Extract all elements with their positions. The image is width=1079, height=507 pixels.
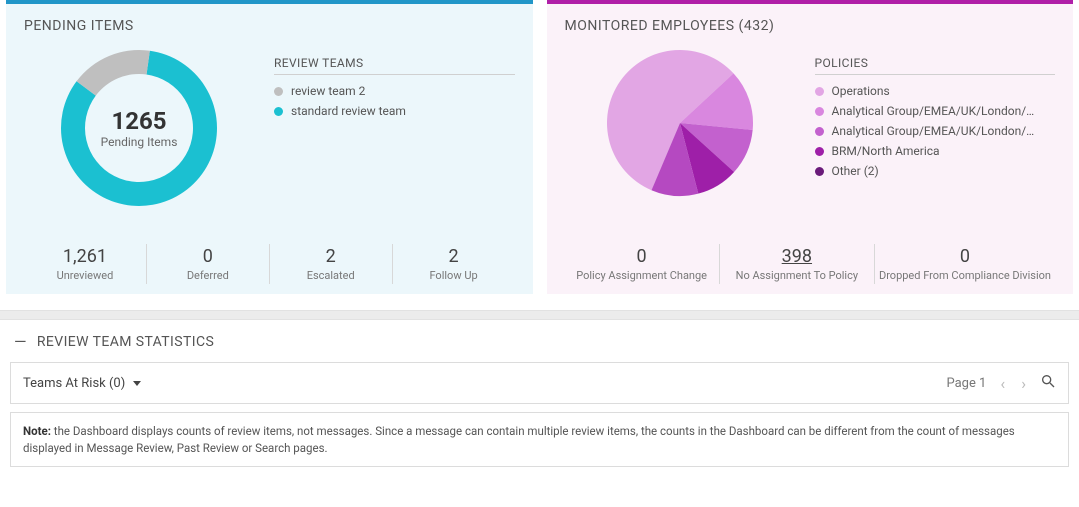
stat-label: Policy Assignment Change [569,269,715,282]
stat-label: Follow Up [397,269,511,282]
legend-label: standard review team [291,104,406,118]
legend-label: Analytical Group/EMEA/UK/London/… [832,124,1035,138]
legend-dot-icon [815,147,824,156]
monitored-stat[interactable]: 398 No Assignment To Policy [719,244,874,284]
note-bold: Note: [23,424,51,438]
legend-label: Operations [832,84,890,98]
stat-label: Dropped From Compliance Division [879,269,1051,282]
prev-page-button[interactable]: ‹ [998,374,1007,393]
legend-label: BRM/North America [832,144,940,158]
pending-items-title: PENDING ITEMS [24,18,515,34]
stat-value: 398 [724,246,870,267]
legend-label: Other (2) [832,164,879,178]
legend-label: review team 2 [291,84,365,98]
legend-dot-icon [815,127,824,136]
monitored-employees-card: MONITORED EMPLOYEES (432) POLICIES Opera… [547,0,1074,294]
pending-items-card: PENDING ITEMS 1265 Pending Items REVIEW … [6,0,533,294]
policy-legend-item[interactable]: BRM/North America [815,141,1056,161]
teams-at-risk-label: Teams At Risk (0) [23,376,125,391]
monitored-stat: 0 Dropped From Compliance Division [874,244,1055,284]
stat-value: 2 [397,246,511,267]
legend-dot-icon [274,87,283,96]
pending-stat: 0 Deferred [146,244,269,284]
legend-dot-icon [815,167,824,176]
review-team-statistics-title: REVIEW TEAM STATISTICS [37,334,214,350]
policy-legend-item[interactable]: Other (2) [815,161,1056,181]
stat-label: Escalated [274,269,388,282]
stat-value: 0 [151,246,265,267]
dashboard-note: Note: the Dashboard displays counts of r… [10,412,1069,467]
legend-dot-icon [815,107,824,116]
review-team-legend-item[interactable]: review team 2 [274,81,515,101]
stat-value: 0 [569,246,715,267]
policies-legend-title: POLICIES [815,56,1056,75]
legend-dot-icon [815,87,824,96]
stat-label: No Assignment To Policy [724,269,870,282]
search-icon[interactable] [1040,373,1056,393]
stat-value: 1,261 [28,246,142,267]
pending-stat: 2 Follow Up [392,244,515,284]
stat-value: 2 [274,246,388,267]
pending-donut-label: Pending Items [101,135,178,149]
monitored-pie-chart [565,42,795,232]
note-text: the Dashboard displays counts of review … [23,424,1015,455]
monitored-stat: 0 Policy Assignment Change [565,244,719,284]
next-page-button[interactable]: › [1019,374,1028,393]
pending-stat: 1,261 Unreviewed [24,244,146,284]
legend-label: Analytical Group/EMEA/UK/London/… [832,104,1035,118]
pending-stat: 2 Escalated [269,244,392,284]
review-team-statistics-header[interactable]: — REVIEW TEAM STATISTICS [0,320,1079,362]
pending-donut-chart: 1265 Pending Items [24,42,254,232]
legend-dot-icon [274,107,283,116]
policy-legend-item[interactable]: Operations [815,81,1056,101]
teams-at-risk-panel: Teams At Risk (0) Page 1 ‹ › [10,362,1069,404]
page-label: Page 1 [946,376,986,391]
policy-legend-item[interactable]: Analytical Group/EMEA/UK/London/… [815,101,1056,121]
caret-down-icon [133,381,141,386]
policy-legend-item[interactable]: Analytical Group/EMEA/UK/London/… [815,121,1056,141]
stat-label: Deferred [151,269,265,282]
collapse-icon: — [14,334,27,350]
teams-at-risk-dropdown[interactable]: Teams At Risk (0) [23,376,141,391]
review-team-legend-item[interactable]: standard review team [274,101,515,121]
stat-value: 0 [879,246,1051,267]
review-teams-legend-title: REVIEW TEAMS [274,56,515,75]
pending-donut-value: 1265 [111,107,166,135]
monitored-employees-title: MONITORED EMPLOYEES (432) [565,18,1056,34]
stat-label: Unreviewed [28,269,142,282]
